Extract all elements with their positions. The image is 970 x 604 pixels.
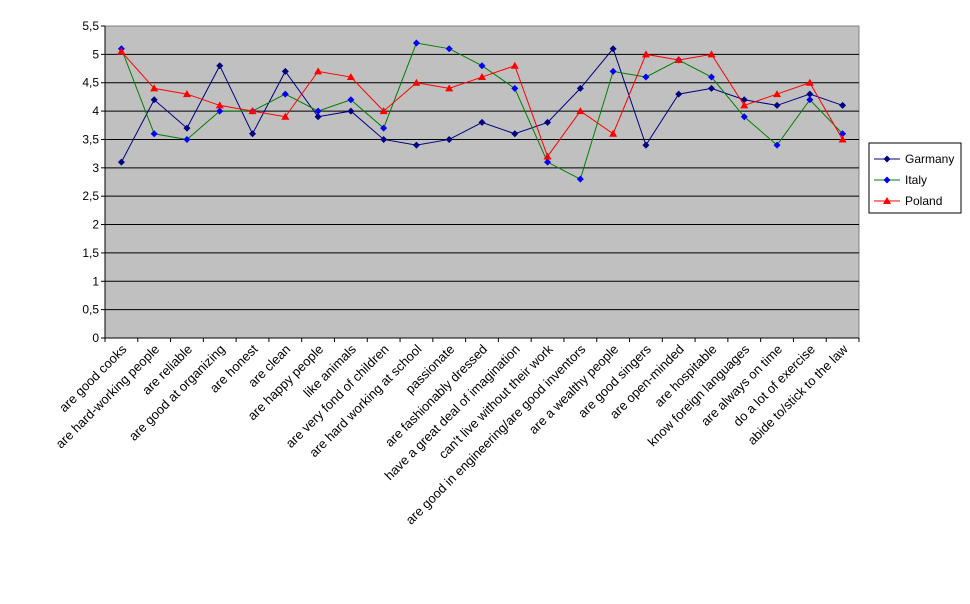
data-point — [641, 50, 650, 58]
data-point — [380, 124, 388, 132]
data-point — [838, 135, 847, 143]
legend-item: Italy — [874, 173, 927, 187]
data-point — [380, 135, 388, 143]
legend-marker — [883, 155, 891, 163]
data-point — [249, 130, 257, 138]
data-point — [314, 107, 322, 115]
legend-marker — [883, 176, 891, 184]
data-point — [511, 130, 519, 138]
y-tick-label: 1 — [92, 274, 99, 288]
legend-label: Garmany — [905, 152, 954, 166]
y-tick-label: 4 — [92, 104, 99, 118]
data-point — [117, 158, 125, 166]
y-tick-label: 3 — [92, 161, 99, 175]
legend-item: Poland — [874, 194, 942, 208]
y-tick-label: 2 — [92, 218, 99, 232]
y-tick-label: 5,5 — [82, 19, 99, 33]
data-point — [216, 107, 224, 115]
data-point — [544, 118, 552, 126]
data-point — [806, 96, 814, 104]
data-point — [740, 96, 748, 104]
gridlines — [105, 53, 859, 311]
data-point — [642, 73, 650, 81]
data-point — [740, 101, 749, 109]
data-point — [839, 101, 847, 109]
legend-marker — [883, 197, 891, 204]
legend-label: Poland — [905, 194, 942, 208]
data-point — [281, 90, 289, 98]
data-point — [806, 90, 814, 98]
legend-label: Italy — [905, 173, 927, 187]
y-tick-label: 4,5 — [82, 76, 99, 90]
data-point — [543, 152, 552, 160]
data-point — [347, 107, 355, 115]
data-point — [314, 67, 323, 75]
data-point — [445, 84, 454, 92]
data-point — [773, 101, 781, 109]
data-point — [150, 84, 159, 92]
data-point — [478, 118, 486, 126]
data-point — [183, 135, 191, 143]
data-point — [544, 158, 552, 166]
data-point — [216, 62, 224, 70]
data-point — [707, 73, 715, 81]
data-point — [609, 67, 617, 75]
y-tick-label: 0,5 — [82, 303, 99, 317]
data-point — [215, 101, 224, 109]
data-point — [740, 113, 748, 121]
plot-area — [104, 25, 860, 339]
y-tick-label: 5 — [92, 47, 99, 61]
data-point — [609, 45, 617, 53]
data-point — [117, 47, 126, 55]
data-point — [150, 96, 158, 104]
data-point — [412, 78, 421, 86]
series-group — [117, 39, 847, 183]
y-tick-label: 3,5 — [82, 132, 99, 146]
data-point — [511, 84, 519, 92]
data-point — [445, 135, 453, 143]
data-point — [576, 107, 585, 115]
data-point — [183, 124, 191, 132]
y-tick-label: 0 — [92, 331, 99, 345]
data-point — [707, 84, 715, 92]
data-point — [576, 84, 584, 92]
y-tick-label: 2,5 — [82, 189, 99, 203]
data-point — [314, 113, 322, 121]
legend: Garmany Italy Poland — [868, 142, 962, 214]
data-point — [347, 96, 355, 104]
data-point — [412, 141, 420, 149]
y-tick-label: 1,5 — [82, 246, 99, 260]
y-axis: 0 0,5 1 1,5 2 2,5 3 3,5 4 4,5 5 5,5 — [82, 19, 106, 345]
data-point — [182, 90, 191, 98]
data-point — [478, 73, 486, 81]
data-point — [379, 107, 388, 115]
data-point — [150, 130, 158, 138]
data-point — [773, 90, 782, 98]
data-point — [642, 141, 650, 149]
data-point — [478, 62, 486, 70]
data-point — [805, 78, 814, 86]
data-point — [576, 175, 584, 183]
data-point — [707, 50, 716, 58]
data-point — [609, 129, 618, 137]
data-point — [510, 61, 519, 69]
legend-item: Garmany — [874, 152, 954, 166]
data-point — [281, 67, 289, 75]
data-point — [281, 112, 290, 120]
data-point — [412, 39, 420, 47]
data-point — [346, 73, 355, 81]
data-point — [675, 90, 683, 98]
data-point — [248, 107, 257, 115]
data-point — [445, 45, 453, 53]
data-point — [674, 56, 683, 64]
series-poland — [117, 47, 847, 160]
data-point — [773, 141, 781, 149]
